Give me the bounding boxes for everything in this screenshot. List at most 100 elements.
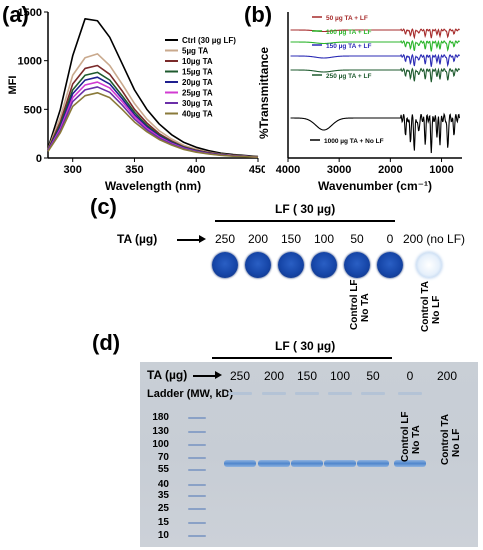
panel-d-amount-label: 250 <box>229 369 251 383</box>
gel-well-band <box>398 392 422 395</box>
panel-a-series-line <box>47 18 259 158</box>
panel-d-control-lf: Control LF No TA <box>400 411 422 462</box>
arrow-right-icon <box>199 235 206 243</box>
panel-a-x-tick-label: 300 <box>64 164 82 176</box>
ladder-band <box>188 535 206 537</box>
gel-band-lf <box>224 460 256 467</box>
well <box>311 252 337 278</box>
ladder-band <box>188 457 206 459</box>
panel-b-x-tick-label: 4000 <box>276 164 300 176</box>
gel-band-lf <box>357 460 389 467</box>
panel-b-ylabel: %Transmittance <box>257 47 271 139</box>
panel-a-legend-entry: 30µg TA <box>182 99 213 108</box>
ladder-band <box>188 495 206 497</box>
panel-b-legend-entry: 100 µg TA + LF <box>326 29 371 36</box>
panel-c-control-ta-line2: No LF <box>431 295 442 324</box>
panel-a-letter: (a) <box>2 2 29 27</box>
panel-b-legend-entry: 150 µg TA + LF <box>326 43 371 50</box>
panel-b-chart: 4000 3000 2000 1000 Wavenumber (cm⁻¹) %Transm… <box>257 12 462 193</box>
ladder-mw-label: 55 <box>157 464 169 475</box>
panel-d-row-label: TA (µg) <box>147 368 188 382</box>
panel-c-amount-label: 50 <box>350 232 364 246</box>
panel-a-series-line <box>47 86 259 158</box>
ladder-mw-label: 70 <box>157 452 169 463</box>
panel-d-control-ta-line2: No LF <box>451 428 462 457</box>
ladder-band <box>188 508 206 510</box>
panel-d-amount-label: 100 <box>329 369 351 383</box>
panel-a-y-tick-label: 0 <box>36 153 42 165</box>
gel-well-band <box>228 392 252 395</box>
panel-a-series-line <box>47 71 259 158</box>
panel-a-legend-entry: 15µg TA <box>182 68 213 77</box>
panel-d-amount-label: 50 <box>366 369 380 383</box>
well <box>278 252 304 278</box>
gel-band-lf <box>291 460 323 467</box>
panel-c-group-label: LF ( 30 µg) <box>275 202 336 216</box>
panel-a-legend-entry: 20µg TA <box>182 78 213 87</box>
panel-c-amount-label: 250 <box>214 232 236 246</box>
panel-d-group-label: LF ( 30 µg) <box>275 339 336 353</box>
panel-a-series-line <box>47 91 259 159</box>
panel-a-x-tick-label: 400 <box>187 164 205 176</box>
panel-a-y-tick-label: 1500 <box>18 7 42 19</box>
panel-a-x-tick-label: 350 <box>125 164 143 176</box>
panel-b-series-line <box>290 67 460 83</box>
well-control-ta <box>416 252 442 278</box>
gel-well-band <box>295 392 319 395</box>
panel-a-legend-entry: 5µg TA <box>182 47 208 56</box>
panel-d-control-ta: Control TA No LF <box>440 414 462 465</box>
panel-a-chart: 0 500 1000 1500 300 350 400 450 Wavelength (nm) M… <box>7 7 265 193</box>
ladder-mw-label: 10 <box>157 530 169 541</box>
panel-c-group-line <box>215 220 395 222</box>
gel-band-lf <box>258 460 290 467</box>
ladder-band <box>188 522 206 524</box>
ladder-band <box>188 417 206 419</box>
panel-a-ylabel: MFI <box>7 76 19 95</box>
ladder-mw-label: 180 <box>152 412 169 423</box>
panel-b-letter: (b) <box>244 2 273 27</box>
panel-c-amount-label: 150 <box>280 232 302 246</box>
panel-d-ladder-label: Ladder (MW, kD) <box>147 388 234 400</box>
panel-c-row-label: TA (µg) <box>117 232 158 246</box>
panel-a-legend-entry: 40µg TA <box>182 110 213 119</box>
panel-c-amount-label: 0 <box>386 232 394 246</box>
ladder-band <box>188 484 206 486</box>
panel-d-letter: (d) <box>92 330 121 355</box>
panel-b-series-line <box>290 39 460 52</box>
gel-well-band <box>328 392 352 395</box>
gel-band-lf <box>394 460 426 467</box>
ladder-band <box>188 431 206 433</box>
panel-b-legend-entry: 250 µg TA + LF <box>326 73 371 80</box>
panel-c-extra-amount: 200 (no LF) <box>403 232 466 246</box>
panel-a-xlabel: Wavelength (nm) <box>105 179 201 193</box>
panel-d-amount-label: 0 <box>406 369 414 383</box>
ladder-mw-label: 15 <box>157 517 169 528</box>
well <box>377 252 403 278</box>
panel-c-amount-label: 100 <box>313 232 335 246</box>
panel-a-y-tick-label: 1000 <box>18 56 42 68</box>
panel-b-xlabel: Wavenumber (cm⁻¹) <box>318 179 432 193</box>
ladder-mw-label: 35 <box>157 490 169 501</box>
panel-a-series-line <box>47 53 259 158</box>
panel-a-series-line <box>47 81 259 158</box>
panel-c-control-lf: Control LF No TA <box>349 279 371 330</box>
panel-b-x-tick-label: 3000 <box>327 164 351 176</box>
ladder-mw-label: 100 <box>152 439 169 450</box>
panel-d-amount-label: 200 <box>263 369 285 383</box>
panel-b-x-tick-label: 1000 <box>429 164 453 176</box>
panel-a-y-tick-label: 500 <box>24 104 42 116</box>
panel-a-series-line <box>47 64 259 158</box>
well <box>245 252 271 278</box>
panel-c-control-lf-line2: No TA <box>360 293 371 322</box>
panel-c-arrow <box>177 239 201 241</box>
panel-d-amount-label: 150 <box>296 369 318 383</box>
panel-b-legend-entry: 1000 µg TA + No LF <box>324 138 384 145</box>
panel-d-control-lf-line2: No TA <box>411 425 422 454</box>
panel-d-control-lf-line1: Control LF <box>400 411 411 462</box>
panel-d-arrow <box>193 375 217 377</box>
gel-band-lf <box>324 460 356 467</box>
ladder-band <box>188 469 206 471</box>
panel-b-legend-entry: 50 µg TA + LF <box>326 15 368 22</box>
panel-d-amount-label: 200 <box>436 369 458 383</box>
panel-b-x-tick-label: 2000 <box>378 164 402 176</box>
